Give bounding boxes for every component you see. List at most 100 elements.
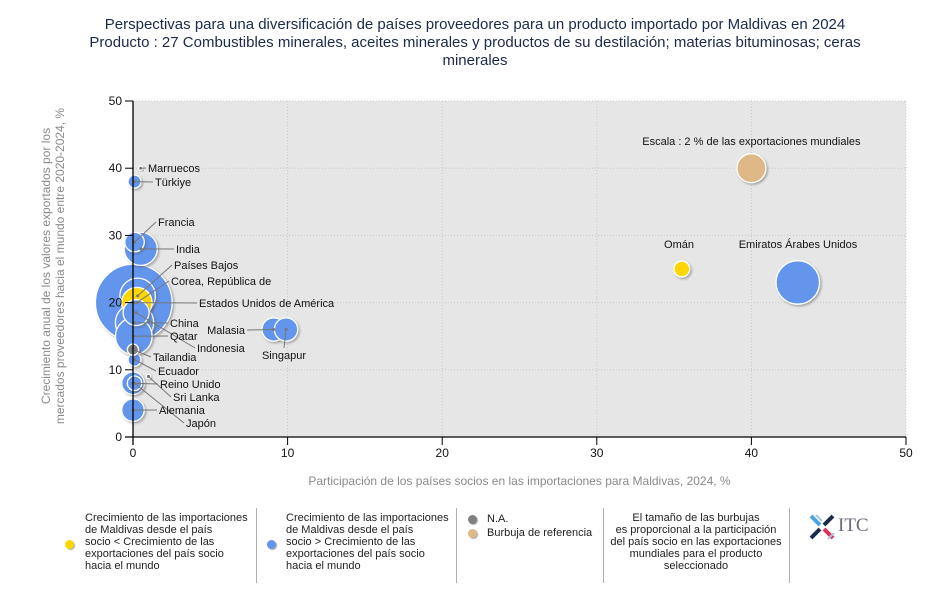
x-tick-label: 10 (281, 446, 295, 460)
chart-title-line-1: Perspectivas para una diversificación de… (104, 16, 846, 33)
bubble-label-indonesia: Indonesia (197, 343, 246, 355)
x-tick-label: 20 (436, 446, 450, 460)
legend-note-line: es proporcional a la participación (615, 524, 777, 536)
leader-line-ecuador (134, 359, 157, 372)
bubble-label-alemania: Alemania (159, 405, 206, 417)
legend-note-line: El tamaño de las burbujas (632, 512, 760, 524)
bubble-label-jap-n: Japón (186, 418, 216, 430)
leader-line-reino-unido (132, 382, 159, 385)
legend-blue-line: de Maldivas desde el país (286, 524, 414, 536)
bubble-label-marruecos: Marruecos (148, 163, 200, 175)
y-axis-label: Crecimiento anual de los valores exporta… (18, 96, 88, 436)
bubble-om-n[interactable]: Omán (673, 260, 691, 278)
y-tick-label: 0 (115, 430, 122, 444)
bubble-label-china: China (170, 318, 200, 330)
bubble-label-emiratos-rabes-unidos: Emiratos Árabes Unidos (739, 238, 858, 251)
legend-blue-line: hacia el mundo (286, 560, 361, 572)
bubble-label-sri-lanka: Sri Lanka (173, 392, 220, 404)
legend-item-na[interactable]: N.A. (460, 508, 600, 583)
chart-title: Perspectivas para una diversificación de… (0, 16, 950, 70)
itc-logo: ITC (808, 513, 878, 543)
blue-bubble-icon (267, 540, 276, 549)
y-tick-label: 40 (109, 161, 123, 175)
bubble-label-pa-ses-bajos: Países Bajos (174, 260, 239, 272)
bubble-label-malasia: Malasia (207, 325, 246, 337)
leader-line-jap-n (134, 382, 185, 424)
x-tick-label: 50 (899, 446, 913, 460)
x-axis-label: Participación de los países socios en la… (308, 474, 731, 488)
bubble-emiratos-rabes-unidos[interactable]: Emiratos Árabes Unidos (775, 260, 821, 305)
bubble-label-estados-unidos-de-am-rica: Estados Unidos de América (199, 298, 335, 310)
leader-line-singapur (283, 329, 287, 349)
bubble-label-t-rkiye: Türkiye (155, 177, 191, 189)
leader-line-tailandia (132, 349, 152, 358)
leader-line-sri-lanka (148, 376, 172, 398)
yellow-bubble-icon (65, 540, 74, 549)
anchor-dot-malasia (272, 327, 276, 331)
anchor-dot-indonesia (134, 311, 138, 315)
anchor-dot-singapur (284, 327, 288, 331)
plot-area (133, 101, 906, 437)
leader-line-malasia (246, 328, 274, 331)
legend-yellow-line: socio < Crecimiento de las (85, 536, 215, 548)
legend-note-line: mundiales para el producto (629, 548, 763, 560)
legend-divider (256, 508, 257, 583)
leader-line-corea-rep-blica-de (136, 280, 170, 304)
y-tick-label: 30 (109, 228, 123, 242)
chart-title-line-2: Producto : 27 Combustibles minerales, ac… (89, 34, 861, 51)
legend-yellow-line: exportaciones del país socio (85, 548, 224, 560)
leader-line-pa-ses-bajos (137, 264, 173, 297)
bubble-label-francia: Francia (158, 217, 196, 229)
legend-blue-line: Crecimiento de las importaciones (286, 512, 449, 524)
leader-line-indonesia (135, 312, 196, 349)
anchor-dot-pa-ses-bajos (136, 294, 140, 298)
legend-divider (789, 508, 790, 583)
gray-bubble-icon (468, 515, 477, 524)
reference-bubble-icon (468, 529, 477, 538)
anchor-dot-corea-rep-blica-de (135, 301, 139, 305)
chart-title-line-3: minerales (442, 52, 508, 69)
anchor-dot-t-rkiye (133, 180, 137, 184)
x-tick-label: 0 (130, 446, 137, 460)
legend-item-blue[interactable]: Crecimiento de las importaciones de Mald… (260, 508, 455, 583)
legend-na-label: N.A. (487, 513, 509, 525)
legend-yellow-line: hacia el mundo (85, 560, 160, 572)
legend-note-line: del país socio en las exportaciones (610, 536, 782, 548)
bubble-label-india: India (176, 244, 201, 256)
legend-item-yellow[interactable]: Crecimiento de las importaciones de Mald… (60, 508, 255, 583)
y-tick-label: 20 (109, 296, 123, 310)
reference-bubble-label: Escala : 2 % de las exportaciones mundia… (642, 136, 861, 148)
anchor-dot-jap-n (133, 381, 137, 385)
anchor-dot-ecuador (133, 358, 137, 362)
x-tick-label: 30 (590, 446, 604, 460)
bubble-label-corea-rep-blica-de: Corea, República de (171, 276, 271, 288)
legend: Crecimiento de las importaciones de Mald… (60, 508, 920, 583)
bubble-label-ecuador: Ecuador (158, 366, 199, 378)
y-axis-label-text: Crecimiento anual de los valores exporta… (39, 107, 67, 425)
legend-reference-label: Burbuja de referencia (487, 527, 593, 539)
bubble-label-singapur: Singapur (262, 350, 306, 362)
legend-item-reference[interactable]: Burbuja de referencia (460, 522, 600, 539)
legend-note-line: seleccionado (663, 560, 729, 572)
legend-blue-line: socio > Crecimiento de las (286, 536, 416, 548)
x-tick-label: 40 (745, 446, 759, 460)
legend-size-note: El tamaño de las burbujas es proporciona… (606, 508, 786, 583)
itc-logo-text: ITC (838, 515, 869, 536)
legend-yellow-line: de Maldivas desde el país (85, 524, 213, 536)
bubble-label-qatar: Qatar (170, 331, 198, 343)
anchor-dot-marruecos (139, 166, 143, 170)
leader-line-francia (134, 221, 157, 243)
bubble-label-tailandia: Tailandia (153, 352, 197, 364)
legend-yellow-line: Crecimiento de las importaciones (85, 512, 248, 524)
itc-logo-icon (809, 514, 835, 540)
anchor-dot-sri-lanka (146, 375, 150, 379)
anchor-dot-china (133, 321, 137, 325)
legend-divider (603, 508, 604, 583)
y-tick-label: 50 (109, 94, 123, 108)
bubble-label-om-n: Omán (664, 239, 694, 251)
anchor-dot-francia (133, 240, 137, 244)
bubble-escala[interactable]: Escala (736, 153, 767, 184)
legend-divider (456, 508, 457, 583)
y-tick-label: 10 (109, 363, 123, 377)
